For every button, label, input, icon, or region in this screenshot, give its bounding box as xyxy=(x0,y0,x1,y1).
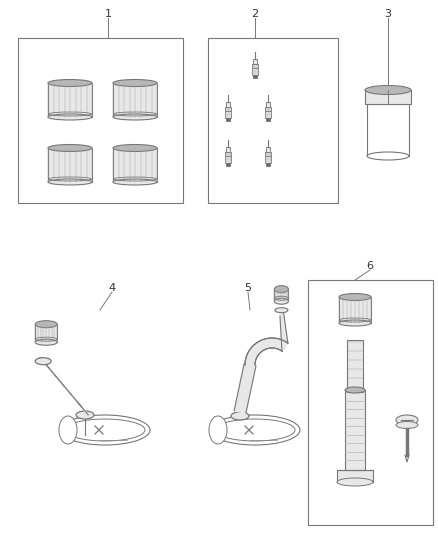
Ellipse shape xyxy=(275,286,289,293)
Text: 3: 3 xyxy=(385,9,392,19)
Bar xyxy=(225,107,231,111)
Ellipse shape xyxy=(60,415,150,445)
Bar xyxy=(208,38,338,203)
Ellipse shape xyxy=(113,179,157,185)
Ellipse shape xyxy=(337,478,373,486)
Bar xyxy=(265,156,271,163)
Bar xyxy=(226,156,230,163)
Ellipse shape xyxy=(339,294,371,301)
Bar xyxy=(337,470,373,482)
Ellipse shape xyxy=(35,321,57,328)
Bar xyxy=(226,163,230,166)
Ellipse shape xyxy=(396,415,418,425)
Bar xyxy=(275,289,289,301)
Polygon shape xyxy=(234,364,256,413)
Bar xyxy=(252,68,258,75)
Ellipse shape xyxy=(48,79,92,86)
Polygon shape xyxy=(280,308,288,351)
Ellipse shape xyxy=(215,419,295,441)
Ellipse shape xyxy=(275,308,288,313)
Ellipse shape xyxy=(59,416,77,444)
Ellipse shape xyxy=(210,415,300,445)
Bar xyxy=(226,111,230,118)
Text: 4: 4 xyxy=(109,283,116,293)
Ellipse shape xyxy=(367,152,409,160)
Bar xyxy=(113,83,157,117)
Bar xyxy=(339,297,371,323)
Ellipse shape xyxy=(113,114,157,120)
Bar xyxy=(35,324,57,342)
Ellipse shape xyxy=(48,179,92,185)
Bar xyxy=(345,390,365,470)
Bar xyxy=(308,280,433,525)
Ellipse shape xyxy=(231,412,249,420)
Bar xyxy=(253,59,257,64)
Ellipse shape xyxy=(275,298,289,304)
Ellipse shape xyxy=(65,419,145,441)
Bar xyxy=(18,38,183,203)
Ellipse shape xyxy=(209,416,227,444)
Bar xyxy=(226,118,230,122)
Bar xyxy=(253,75,257,78)
Bar xyxy=(265,111,271,118)
Bar xyxy=(226,102,230,107)
Bar xyxy=(48,148,92,182)
Ellipse shape xyxy=(113,144,157,151)
Ellipse shape xyxy=(76,411,94,419)
Ellipse shape xyxy=(396,422,418,429)
Ellipse shape xyxy=(113,79,157,86)
Bar xyxy=(266,118,270,122)
Ellipse shape xyxy=(35,339,57,345)
Text: 6: 6 xyxy=(367,261,374,271)
Bar xyxy=(266,163,270,166)
Bar xyxy=(347,340,363,392)
Polygon shape xyxy=(245,338,288,365)
Bar xyxy=(252,64,258,68)
Ellipse shape xyxy=(365,85,411,94)
Bar xyxy=(226,147,230,152)
Bar xyxy=(266,102,270,107)
Text: 5: 5 xyxy=(244,283,251,293)
Bar xyxy=(265,152,271,156)
Text: 2: 2 xyxy=(251,9,258,19)
Text: 1: 1 xyxy=(105,9,112,19)
Bar xyxy=(265,107,271,111)
Ellipse shape xyxy=(345,387,365,393)
Polygon shape xyxy=(40,358,88,415)
Ellipse shape xyxy=(48,114,92,120)
Ellipse shape xyxy=(339,320,371,326)
Bar xyxy=(365,90,411,104)
Ellipse shape xyxy=(35,358,51,365)
Bar xyxy=(225,152,231,156)
Bar xyxy=(113,148,157,182)
Bar xyxy=(48,83,92,117)
Ellipse shape xyxy=(48,144,92,151)
Bar xyxy=(266,147,270,152)
Bar xyxy=(367,104,409,156)
